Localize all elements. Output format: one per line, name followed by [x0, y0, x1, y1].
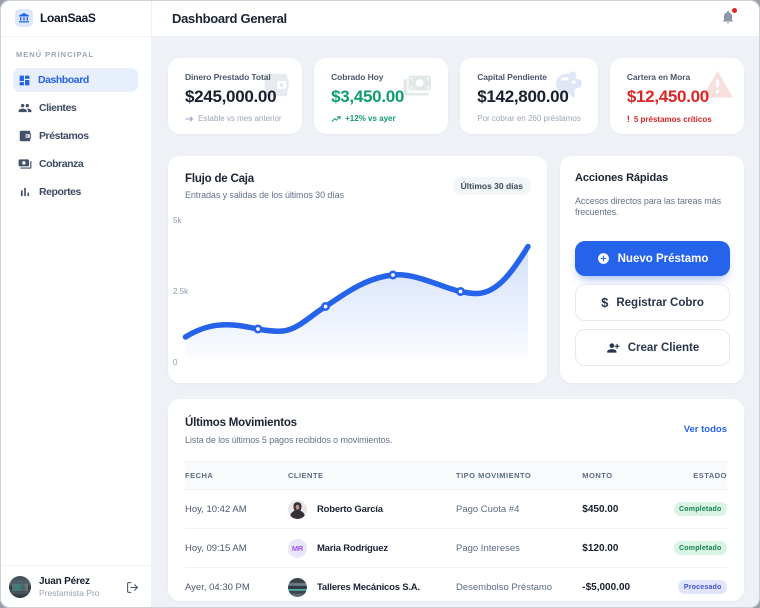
svg-text:5k: 5k: [173, 216, 182, 225]
svg-text:0: 0: [173, 358, 178, 367]
svg-text:2.5k: 2.5k: [173, 287, 189, 296]
